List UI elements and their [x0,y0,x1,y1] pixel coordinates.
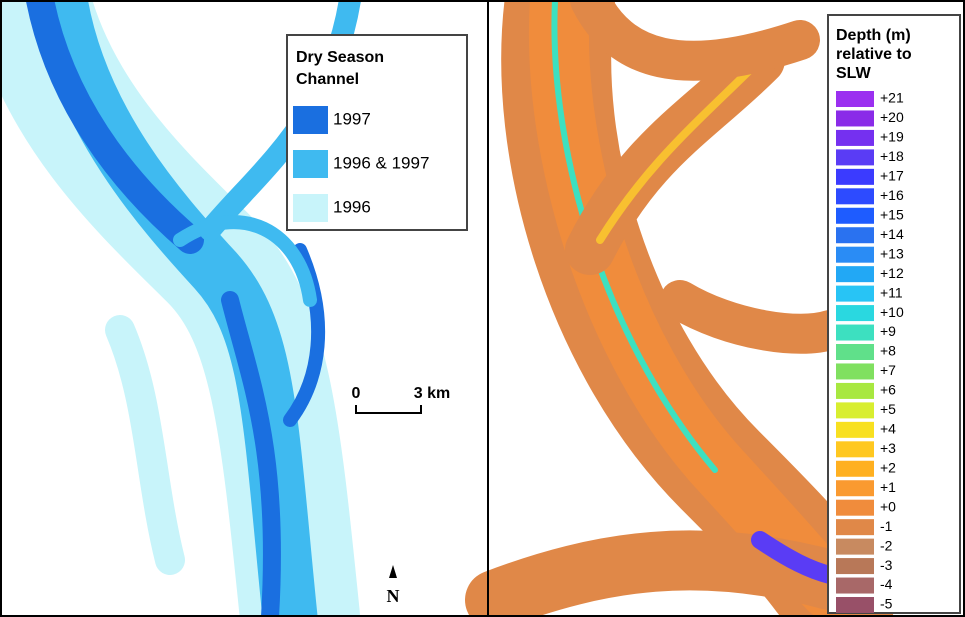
legend-swatch [836,539,874,555]
legend-title: relative to [836,46,912,63]
legend-label: +19 [880,129,904,145]
legend-swatch [836,363,874,379]
legend-swatch [836,519,874,535]
legend-swatch [836,305,874,321]
legend-swatch [836,578,874,594]
legend-label: -2 [880,537,893,553]
legend-label: +0 [880,498,896,514]
scale-label: 3 km [414,385,450,402]
legend-label: +4 [880,421,896,437]
legend-swatch [836,110,874,126]
legend-swatch [836,91,874,107]
legend-swatch [836,188,874,204]
legend-label: +7 [880,362,896,378]
legend-label: +16 [880,187,904,203]
legend-swatch [293,194,328,222]
legend-label: +15 [880,206,904,222]
legend-label: +20 [880,109,904,125]
legend-label: -1 [880,518,893,534]
legend-label: +11 [880,284,903,300]
legend-label: -3 [880,557,893,573]
legend-swatch [836,227,874,243]
legend-swatch [836,480,874,496]
north-label: N [387,586,400,606]
legend-label: +9 [880,323,896,339]
legend-label: 1996 [333,197,371,216]
legend-label: +8 [880,343,896,359]
legend-title: Dry Season [296,49,384,66]
legend-label: +10 [880,304,904,320]
legend-label: +14 [880,226,904,242]
legend-label: -4 [880,576,893,592]
scale-label: 0 [352,385,361,402]
legend-swatch [836,422,874,438]
legend-title: Depth (m) [836,27,911,44]
legend-title: Channel [296,71,359,88]
legend-label: +17 [880,168,904,184]
legend-swatch [836,130,874,146]
legend-label: +3 [880,440,896,456]
legend-title: SLW [836,65,872,82]
legend-swatch [836,558,874,574]
legend-swatch [836,500,874,516]
legend-swatch [836,247,874,263]
legend-label: +18 [880,148,904,164]
legend-label: 1996 & 1997 [333,153,429,172]
legend-swatch [836,597,874,613]
legend-swatch [836,208,874,224]
legend-swatch [836,149,874,165]
legend-swatch [293,106,328,134]
legend-label: 1997 [333,109,371,128]
legend-swatch [836,383,874,399]
legend-label: +13 [880,245,904,261]
legend-swatch [836,344,874,360]
legend-swatch [836,286,874,302]
legend-label: +2 [880,459,896,475]
legend-label: +21 [880,90,904,106]
legend-label: +5 [880,401,896,417]
legend-swatch [836,266,874,282]
legend-swatch [836,402,874,418]
legend-swatch [836,169,874,185]
legend-swatch [836,461,874,477]
figure: Dry Season Channel 1997 1996 & 1997 1996 0… [0,0,965,617]
legend-swatch [836,325,874,341]
legend-swatch [293,150,328,178]
legend-label: +6 [880,382,896,398]
legend-swatch [836,441,874,457]
legend-label: +12 [880,265,904,281]
map-figure: Dry Season Channel 1997 1996 & 1997 1996 0… [0,0,965,617]
legend-label: -5 [880,596,893,612]
legend-label: +1 [880,479,896,495]
